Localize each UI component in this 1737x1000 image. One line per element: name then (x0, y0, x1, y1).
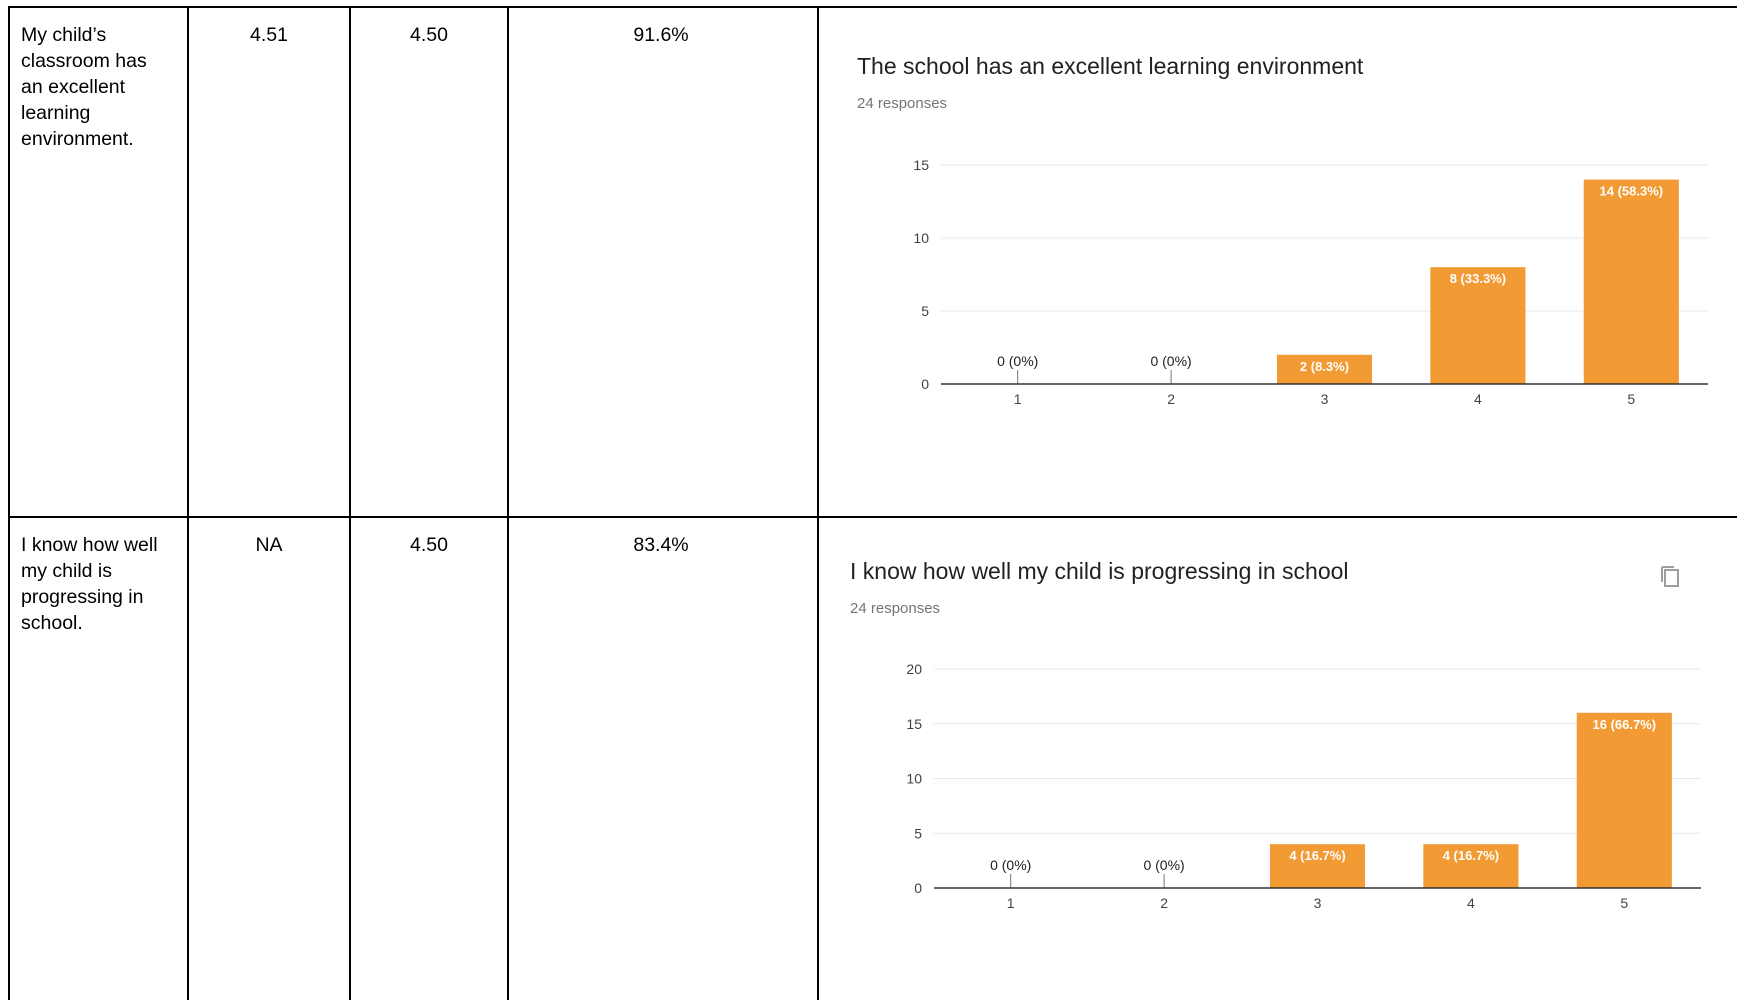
y-tick-label: 10 (906, 771, 922, 787)
question-cell: I know how well my child is progressing … (21, 532, 185, 636)
question-line: My child’s (21, 24, 107, 46)
copy-icon[interactable] (1659, 564, 1681, 588)
question-line: environment. (21, 128, 134, 150)
x-tick-label: 5 (1620, 895, 1628, 911)
question-line: my child is (21, 560, 113, 582)
score-cell: NA (255, 534, 283, 556)
y-tick-label: 15 (913, 157, 929, 173)
data-label: 16 (66.7%) (1593, 717, 1657, 732)
chart-title: The school has an excellent learning env… (857, 53, 1364, 79)
x-tick-label: 4 (1467, 895, 1475, 911)
data-label: 2 (8.3%) (1300, 359, 1349, 374)
data-label: 14 (58.3%) (1600, 184, 1664, 199)
data-label: 4 (16.7%) (1289, 848, 1345, 863)
y-tick-label: 10 (913, 230, 929, 246)
score-cell: 4.50 (410, 24, 448, 46)
x-tick-label: 4 (1474, 391, 1482, 407)
table-col-divider (817, 6, 819, 1000)
percent-cell: 83.4% (633, 534, 689, 556)
y-tick-label: 0 (914, 880, 922, 896)
question-line: I know how well (21, 534, 158, 556)
y-tick-label: 20 (906, 661, 922, 677)
data-label: 0 (0%) (1150, 353, 1191, 369)
bar (1430, 267, 1526, 384)
chart-subtitle: 24 responses (857, 95, 948, 112)
table-row-divider (8, 516, 1737, 518)
question-line: learning (21, 102, 91, 124)
question-line: school. (21, 612, 83, 634)
x-tick-label: 1 (1014, 391, 1022, 407)
bar (1269, 844, 1366, 888)
data-label: 4 (16.7%) (1443, 848, 1499, 863)
y-tick-label: 5 (914, 825, 922, 841)
table-border-left (8, 6, 10, 1000)
question-line: progressing in (21, 586, 144, 608)
x-tick-label: 1 (1007, 895, 1015, 911)
x-tick-label: 2 (1160, 895, 1168, 911)
y-tick-label: 0 (921, 376, 929, 392)
data-label: 8 (33.3%) (1450, 271, 1506, 286)
chart-subtitle: 24 responses (850, 600, 941, 617)
data-label: 0 (0%) (1143, 857, 1184, 873)
data-label: 0 (0%) (997, 353, 1038, 369)
score-cell: 4.51 (250, 24, 288, 46)
bar (1276, 354, 1373, 384)
y-tick-label: 15 (906, 716, 922, 732)
table-col-divider (349, 6, 351, 1000)
x-tick-label: 3 (1314, 895, 1322, 911)
bar (1576, 712, 1672, 888)
question-line: classroom has (21, 50, 147, 72)
chart-title: I know how well my child is progressing … (850, 558, 1349, 584)
x-tick-label: 3 (1321, 391, 1329, 407)
table-border-top (8, 6, 1737, 8)
x-tick-label: 5 (1627, 391, 1635, 407)
y-tick-label: 5 (921, 303, 929, 319)
data-label: 0 (0%) (990, 857, 1031, 873)
question-line: an excellent (21, 76, 126, 98)
x-tick-label: 2 (1167, 391, 1175, 407)
table-col-divider (187, 6, 189, 1000)
percent-cell: 91.6% (633, 24, 689, 46)
table-col-divider (507, 6, 509, 1000)
bar-chart: 0 5 10 15 0 (0%) 1 0 (0%) 2 2 (8.3%) 3 8 (33.3%) 4 1… (913, 157, 1708, 407)
bar (1423, 844, 1519, 888)
question-cell: My child’s classroom has an excellent le… (21, 22, 181, 152)
score-cell: 4.50 (410, 534, 448, 556)
bar (1583, 179, 1679, 384)
bar-chart: 0 5 10 15 20 0 (0%) 1 0 (0%) 2 4 (16.7%) 3 4 (16.7%… (906, 661, 1701, 911)
